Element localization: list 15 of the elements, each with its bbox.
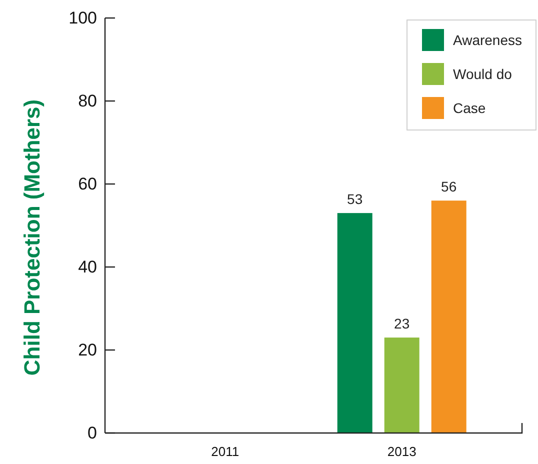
legend-label: Case [453,100,486,116]
x-tick-label: 2011 [211,444,240,459]
y-tick-label: 100 [68,8,97,28]
legend-label: Would do [453,66,512,82]
legend-label: Awareness [453,32,522,48]
data-label: 56 [441,178,457,195]
y-tick-label: 40 [78,258,97,276]
data-label: 23 [394,316,410,332]
y-tick-label: 80 [78,92,97,110]
data-label: 53 [347,191,363,208]
y-tick-label: 0 [88,424,97,442]
y-tick-label: 60 [78,174,97,194]
y-tick-label: 20 [78,340,97,360]
x-tick-label: 2013 [387,444,416,459]
y-axis-title: Child Protection (Mothers) [20,99,44,376]
